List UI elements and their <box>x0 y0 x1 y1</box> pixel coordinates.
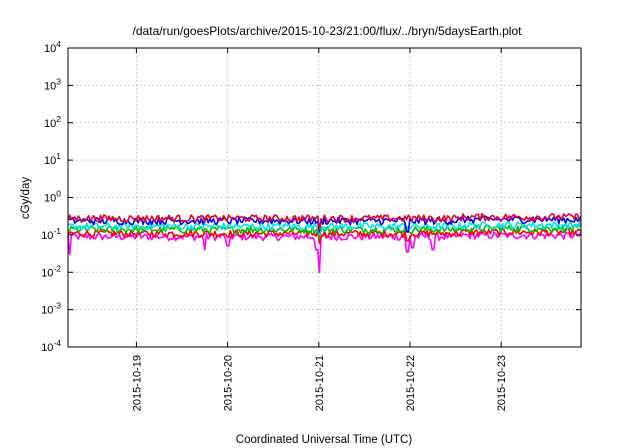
x-axis: 2015-10-19 2015-10-20 2015-10-21 2015-10-22… <box>131 48 508 411</box>
y-axis-label: cGy/day <box>20 177 32 219</box>
y-tick-label: 10-4 <box>41 338 61 354</box>
series-group <box>67 213 582 274</box>
x-tick-label: 2015-10-19 <box>131 355 143 411</box>
x-tick-label: 2015-10-23 <box>496 355 508 411</box>
series-line-6 <box>67 213 582 231</box>
y-tick-label: 10-3 <box>41 301 61 317</box>
chart-title: /data/run/goesPlots/archive/2015-10-23/2… <box>133 24 523 38</box>
y-tick-label: 10-1 <box>41 226 61 242</box>
y-tick-label: 10-2 <box>41 263 61 279</box>
y-tick-label: 102 <box>44 114 61 130</box>
y-tick-label: 101 <box>44 151 61 167</box>
x-tick-label: 2015-10-21 <box>314 355 326 411</box>
x-axis-label: Coordinated Universal Time (UTC) <box>236 434 413 446</box>
y-axis: 10-4 10-3 10-2 10-1 100 101 102 103 104 <box>41 39 581 354</box>
y-tick-label: 100 <box>44 189 61 205</box>
series-line-4 <box>67 221 582 236</box>
x-tick-label: 2015-10-20 <box>223 355 235 411</box>
x-tick-label: 2015-10-22 <box>405 355 417 411</box>
y-tick-label: 104 <box>44 39 61 55</box>
y-tick-label: 103 <box>44 76 61 92</box>
